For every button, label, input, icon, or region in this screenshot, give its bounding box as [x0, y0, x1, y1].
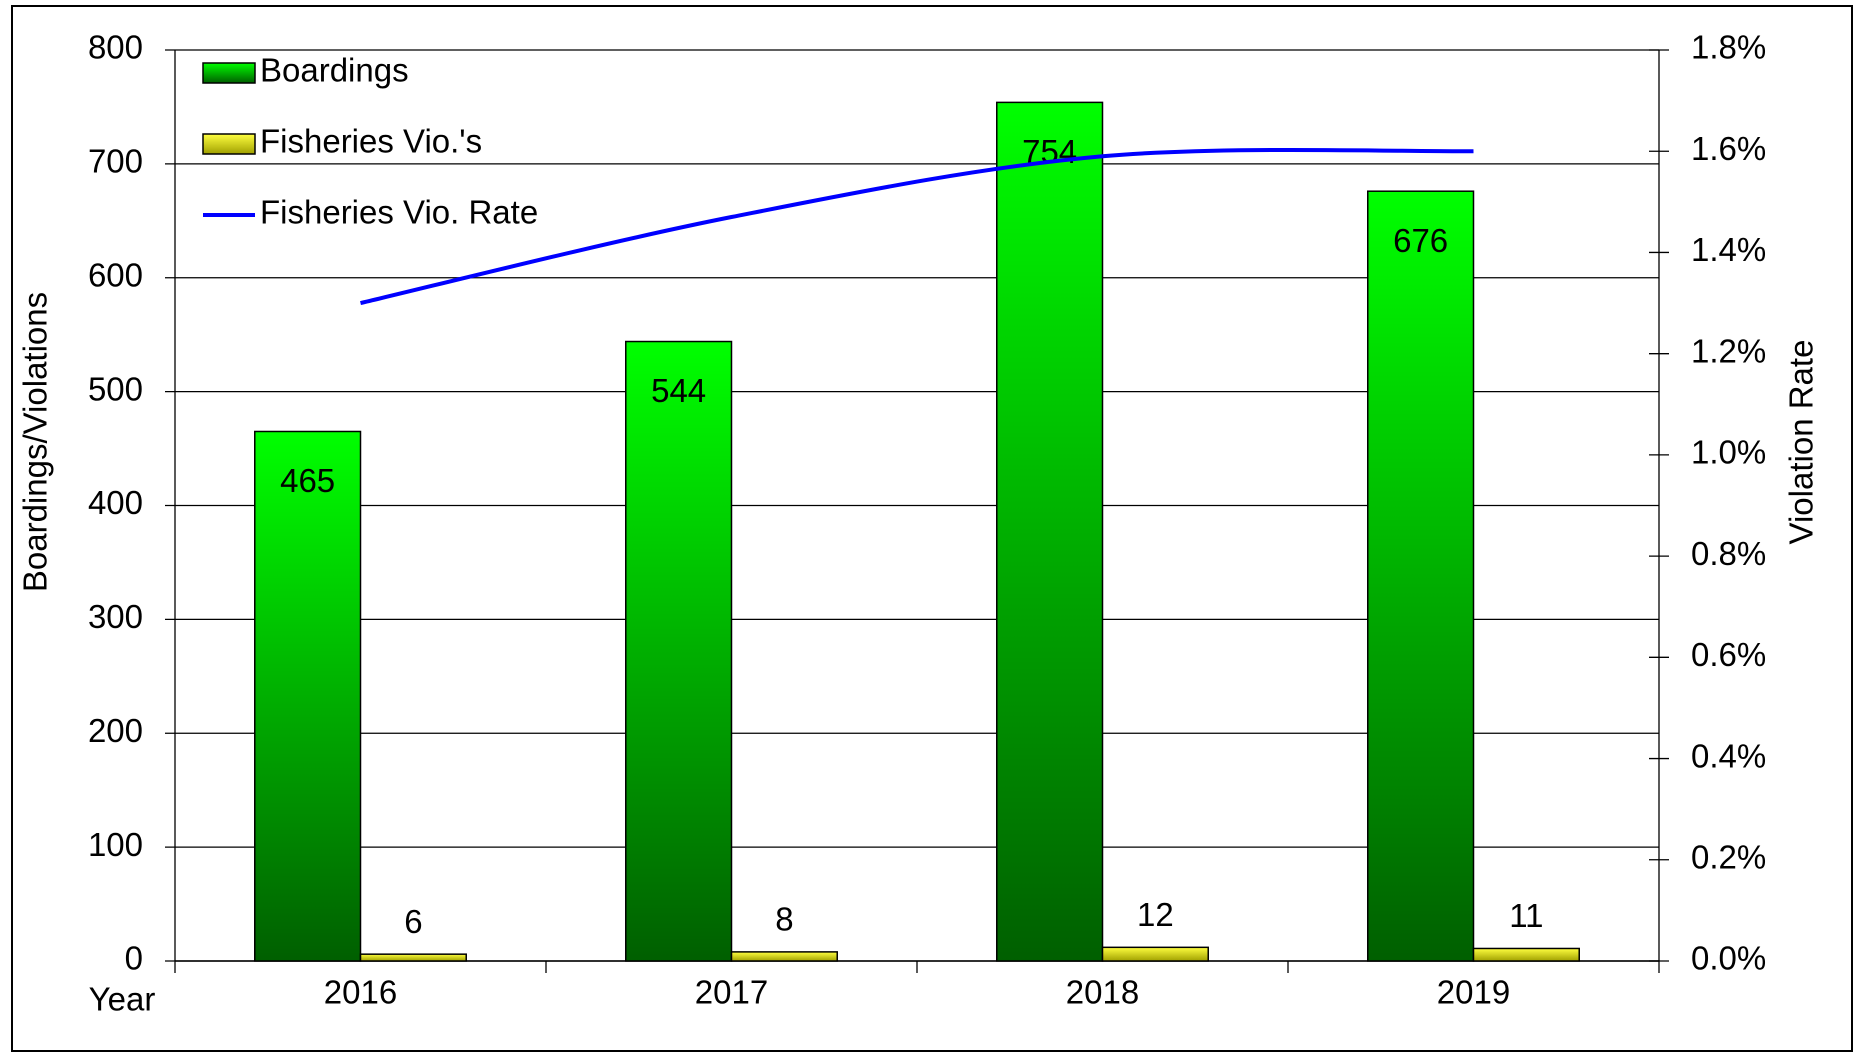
y-tick-label: 500: [88, 370, 143, 407]
y2-tick-label: 1.2%: [1691, 332, 1766, 369]
x-tick-label: 2018: [1066, 974, 1139, 1011]
bar: [996, 101, 1104, 962]
y-tick-label: 200: [88, 712, 143, 749]
data-label: 6: [404, 903, 422, 940]
legend-label: Boardings: [260, 52, 409, 89]
y-tick-label: 400: [88, 484, 143, 521]
y-tick-label: 0: [125, 940, 143, 977]
bar: [730, 951, 838, 962]
legend-swatch: [202, 62, 256, 84]
x-tick-label: 2019: [1437, 974, 1510, 1011]
data-label: 11: [1509, 897, 1543, 934]
y-axis-title: Boardings/Violations: [17, 292, 54, 592]
data-label: 544: [651, 372, 706, 409]
bar: [359, 953, 467, 962]
y2-tick-label: 0.2%: [1691, 838, 1766, 875]
legend-label: Fisheries Vio.'s: [260, 123, 482, 160]
y-tick-label: 800: [88, 29, 143, 66]
y2-tick-label: 0.4%: [1691, 737, 1766, 774]
x-tick-label: 2017: [695, 974, 768, 1011]
y2-tick-label: 0.0%: [1691, 940, 1766, 977]
bar: [625, 340, 733, 962]
y2-tick-label: 1.0%: [1691, 434, 1766, 471]
x-tick-label: 2016: [324, 974, 397, 1011]
y-tick-label: 100: [88, 826, 143, 863]
legend-label: Fisheries Vio. Rate: [260, 194, 538, 231]
y2-axis-title: Violation Rate: [1783, 340, 1820, 545]
bar: [254, 430, 362, 962]
y-tick-label: 600: [88, 256, 143, 293]
line-series: [360, 147, 1474, 306]
y2-tick-label: 1.6%: [1691, 130, 1766, 167]
bar: [1367, 190, 1475, 962]
x-axis-title: Year: [89, 981, 156, 1018]
outer-border: [11, 5, 1853, 1052]
legend-swatch: [202, 133, 256, 155]
y2-tick-label: 0.8%: [1691, 535, 1766, 572]
y2-tick-label: 1.4%: [1691, 231, 1766, 268]
y-tick-label: 300: [88, 598, 143, 635]
y2-tick-label: 1.8%: [1691, 29, 1766, 66]
bar: [1472, 947, 1580, 962]
data-label: 12: [1137, 896, 1174, 933]
y2-tick-label: 0.6%: [1691, 636, 1766, 673]
data-label: 465: [280, 462, 335, 499]
bar: [1101, 946, 1209, 962]
y-tick-label: 700: [88, 143, 143, 180]
data-label: 676: [1393, 222, 1448, 259]
data-label: 8: [775, 901, 793, 938]
